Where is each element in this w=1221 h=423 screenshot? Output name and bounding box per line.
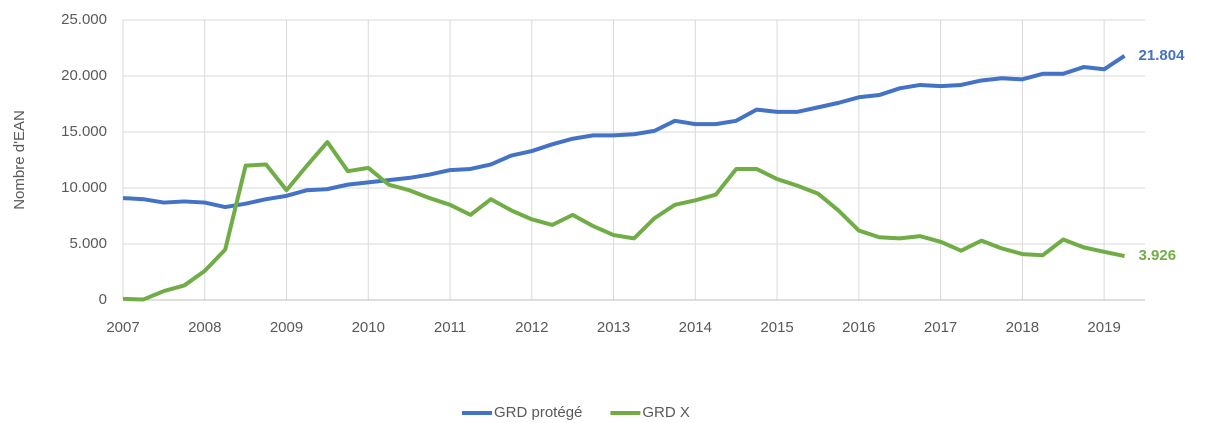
y-tick-label: 5.000 xyxy=(69,235,107,252)
data-label: 3.926 xyxy=(1139,247,1177,264)
y-axis-label: Nombre d'EAN xyxy=(11,110,28,210)
y-tick-label: 10.000 xyxy=(61,179,107,196)
legend-label: GRD protégé xyxy=(494,404,582,421)
y-tick-label: 15.000 xyxy=(61,123,107,140)
line-series xyxy=(122,140,1125,302)
x-tick-label: 2015 xyxy=(760,319,793,336)
x-tick-label: 2008 xyxy=(188,319,221,336)
x-tick-label: 2014 xyxy=(679,319,712,336)
line-series xyxy=(122,54,1126,210)
y-tick-label: 20.000 xyxy=(61,67,107,84)
data-label: 21.804 xyxy=(1139,47,1186,64)
y-tick-label: 0 xyxy=(99,291,107,308)
x-tick-label: 2010 xyxy=(352,319,385,336)
x-tick-label: 2012 xyxy=(515,319,548,336)
legend-label: GRD X xyxy=(642,404,690,421)
x-tick-label: 2018 xyxy=(1006,319,1039,336)
x-tick-label: 2007 xyxy=(106,319,139,336)
x-tick-label: 2013 xyxy=(597,319,630,336)
x-tick-label: 2019 xyxy=(1087,319,1120,336)
x-tick-label: 2011 xyxy=(434,319,466,336)
x-tick-label: 2017 xyxy=(924,319,957,336)
x-tick-label: 2009 xyxy=(270,319,303,336)
y-tick-label: 25.000 xyxy=(61,11,107,28)
x-tick-label: 2016 xyxy=(842,319,875,336)
